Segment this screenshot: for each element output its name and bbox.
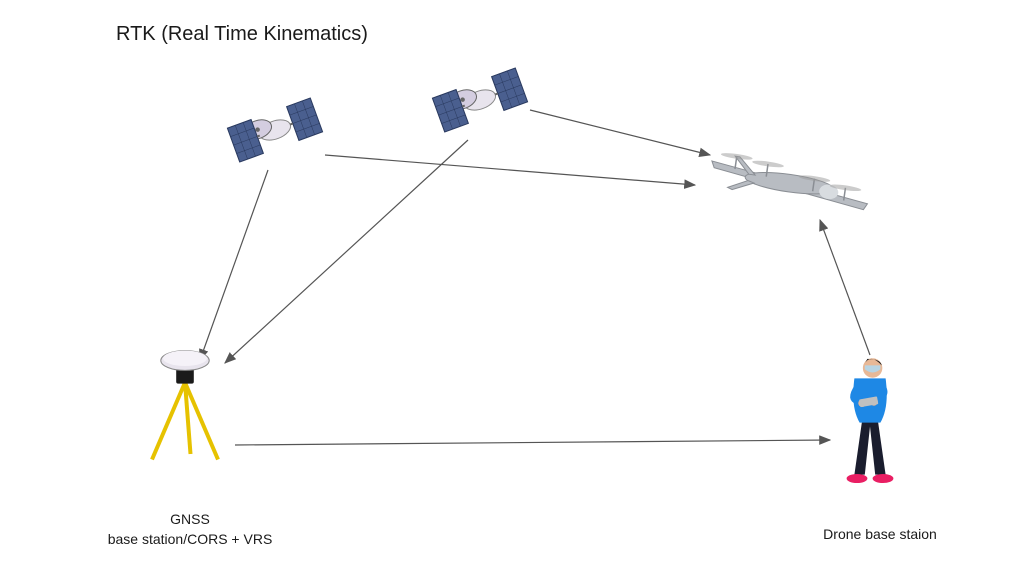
satellite2-icon xyxy=(432,68,527,132)
gnss-label: GNSSbase station/CORS + VRS xyxy=(95,510,285,549)
drone-icon xyxy=(708,151,872,211)
gnss-icon xyxy=(152,351,218,460)
satellite1-icon xyxy=(227,98,322,162)
edge-satellite2-to-gnss xyxy=(225,140,468,363)
page-title: RTK (Real Time Kinematics) xyxy=(116,23,368,46)
edge-satellite1-to-gnss xyxy=(200,170,268,360)
edge-operator-to-drone xyxy=(820,220,870,355)
operator-label: Drone base staion xyxy=(800,525,960,545)
operator-icon xyxy=(847,358,894,483)
edge-satellite2-to-drone xyxy=(530,110,710,155)
edge-satellite1-to-drone xyxy=(325,155,695,185)
diagram-canvas xyxy=(0,0,1024,576)
edge-gnss-to-operator xyxy=(235,440,830,445)
